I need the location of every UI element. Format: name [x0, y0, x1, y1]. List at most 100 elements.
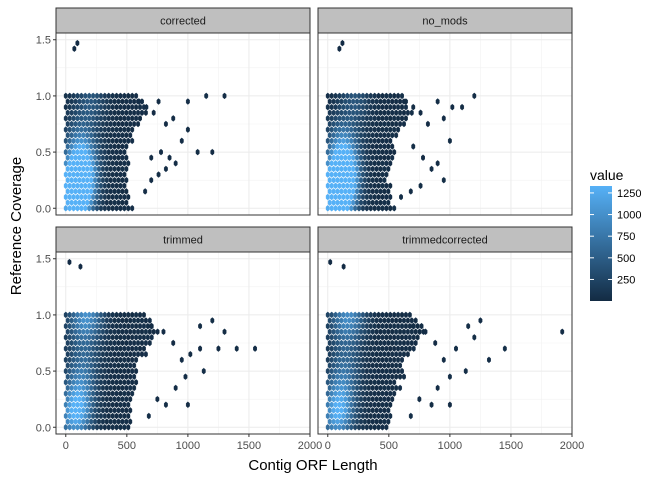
- hex-cell: [73, 176, 78, 184]
- hex-cell: [370, 98, 375, 105]
- hex-cell: [81, 317, 86, 324]
- hex-cell: [384, 148, 389, 156]
- hex-cell: [345, 126, 350, 133]
- hex-cell: [384, 171, 389, 178]
- hex-cell: [400, 311, 404, 319]
- hex-cell: [104, 188, 109, 195]
- hex-cell: [386, 154, 391, 161]
- hex-cell: [418, 109, 423, 117]
- hex-cell: [361, 160, 365, 167]
- hex-cell: [337, 193, 342, 201]
- hex-cell: [120, 165, 125, 173]
- hex-cell: [81, 109, 86, 117]
- hex-cell: [65, 373, 70, 380]
- hex-cell: [333, 92, 338, 100]
- hex-cell: [341, 390, 346, 397]
- y-axis-title: Reference Coverage: [8, 157, 25, 295]
- hex-cell: [69, 143, 74, 150]
- hex-cell: [95, 412, 99, 420]
- hex-cell: [404, 98, 408, 105]
- hex-cell: [374, 176, 379, 184]
- hex-cell: [372, 367, 377, 375]
- hex-cell: [357, 205, 361, 212]
- hex-cell: [335, 418, 340, 425]
- hex-cell: [333, 126, 338, 133]
- hex-cell: [325, 103, 330, 111]
- hex-cell: [339, 109, 344, 117]
- hex-cell: [132, 98, 137, 105]
- hex-cell: [83, 367, 88, 375]
- hex-cell: [138, 103, 142, 111]
- hex-cell: [87, 379, 92, 386]
- hex-cell: [93, 362, 98, 369]
- hex-cell: [198, 322, 203, 330]
- hex-cell: [118, 334, 123, 341]
- hex-cell: [380, 390, 385, 397]
- hex-cell: [83, 311, 88, 319]
- hex-cell: [349, 171, 354, 178]
- hex-cell: [110, 103, 115, 111]
- hex-cell: [75, 345, 80, 352]
- hex-cell: [93, 418, 98, 425]
- hex-cell: [362, 339, 367, 347]
- hex-cell: [138, 115, 142, 122]
- hex-cell: [79, 171, 84, 178]
- hex-cell: [108, 199, 113, 206]
- hex-cell: [349, 412, 354, 420]
- hex-cell: [110, 160, 115, 167]
- hex-cell: [368, 160, 373, 167]
- hex-cell: [388, 193, 393, 201]
- hex-cell: [120, 418, 125, 425]
- hex-cell: [147, 328, 152, 336]
- hex-cell: [91, 311, 96, 319]
- hex-cell: [353, 115, 358, 122]
- hex-cell: [368, 205, 373, 212]
- hex-cell: [104, 317, 109, 324]
- hex-cell: [77, 176, 82, 184]
- hex-cell: [71, 390, 76, 397]
- hex-cell: [378, 109, 383, 117]
- hex-cell: [349, 126, 354, 133]
- hex-cell: [339, 317, 344, 324]
- hex-cell: [447, 137, 452, 145]
- hex-cell: [376, 137, 381, 145]
- hex-cell: [355, 328, 359, 336]
- hex-cell: [87, 160, 92, 167]
- panel-border: [317, 251, 573, 435]
- hex-cell: [333, 160, 338, 167]
- hex-cell: [374, 131, 379, 139]
- hex-cell: [376, 424, 381, 431]
- hex-cell: [69, 154, 74, 161]
- hex-cell: [335, 165, 340, 173]
- hex-cell: [333, 412, 338, 420]
- hex-cell: [364, 356, 369, 364]
- hex-cell: [382, 98, 387, 105]
- hex-cell: [102, 311, 107, 319]
- hex-cell: [124, 131, 129, 139]
- hex-cell: [345, 137, 350, 145]
- hex-cell: [327, 109, 332, 117]
- hex-cell: [386, 131, 391, 139]
- hex-cell: [329, 182, 334, 190]
- hex-cell: [128, 328, 133, 336]
- hex-cell: [353, 401, 358, 409]
- hex-cell: [114, 334, 119, 341]
- hex-cell: [112, 384, 117, 392]
- hex-cell: [355, 317, 359, 324]
- hex-cell: [376, 390, 381, 397]
- hex-cell: [339, 350, 344, 358]
- hex-cell: [85, 339, 90, 347]
- hex-cell: [345, 334, 350, 341]
- hex-cell: [374, 339, 379, 347]
- hex-cell: [364, 311, 369, 319]
- hex-cell: [376, 322, 381, 330]
- hex-cell: [349, 356, 354, 364]
- hex-cell: [112, 362, 117, 369]
- hex-cell: [361, 390, 365, 397]
- hex-cell: [362, 120, 367, 128]
- hex-cell: [394, 362, 399, 369]
- hex-cell: [79, 356, 84, 364]
- hex-cell: [120, 395, 125, 403]
- hex-cell: [83, 345, 88, 352]
- hex-cell: [368, 115, 373, 122]
